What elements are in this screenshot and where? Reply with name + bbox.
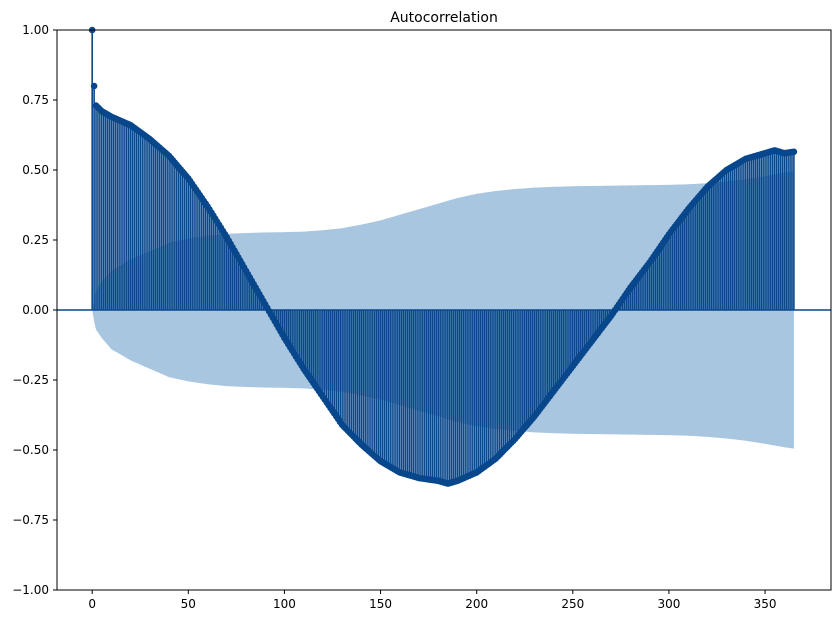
x-tick-label: 350 (754, 597, 777, 611)
x-tick-label: 50 (181, 597, 196, 611)
y-tick-label: 0.75 (22, 93, 49, 107)
x-tick-label: 200 (465, 597, 488, 611)
y-tick-label: 0.50 (22, 163, 49, 177)
axes: 0 50 100 150 200 250 300 350 −1.00 −0.75 −0.50 −0.2… (12, 23, 832, 611)
plot-area (57, 26, 831, 487)
acf-point (90, 82, 98, 90)
y-tick-label: 1.00 (22, 23, 49, 37)
y-tick-label: −0.50 (12, 443, 49, 457)
x-tick-label: 150 (369, 597, 392, 611)
y-tick-label: 0.25 (22, 233, 49, 247)
acf-point (790, 148, 798, 156)
x-tick-label: 300 (657, 597, 680, 611)
chart-title: Autocorrelation (390, 10, 498, 26)
y-tick-label: −1.00 (12, 583, 49, 597)
y-tick-label: −0.25 (12, 373, 49, 387)
x-tick-label: 100 (273, 597, 296, 611)
y-tick-label: 0.00 (22, 303, 49, 317)
x-tick-label: 0 (88, 597, 96, 611)
x-tick-label: 250 (561, 597, 584, 611)
y-tick-label: −0.75 (12, 513, 49, 527)
